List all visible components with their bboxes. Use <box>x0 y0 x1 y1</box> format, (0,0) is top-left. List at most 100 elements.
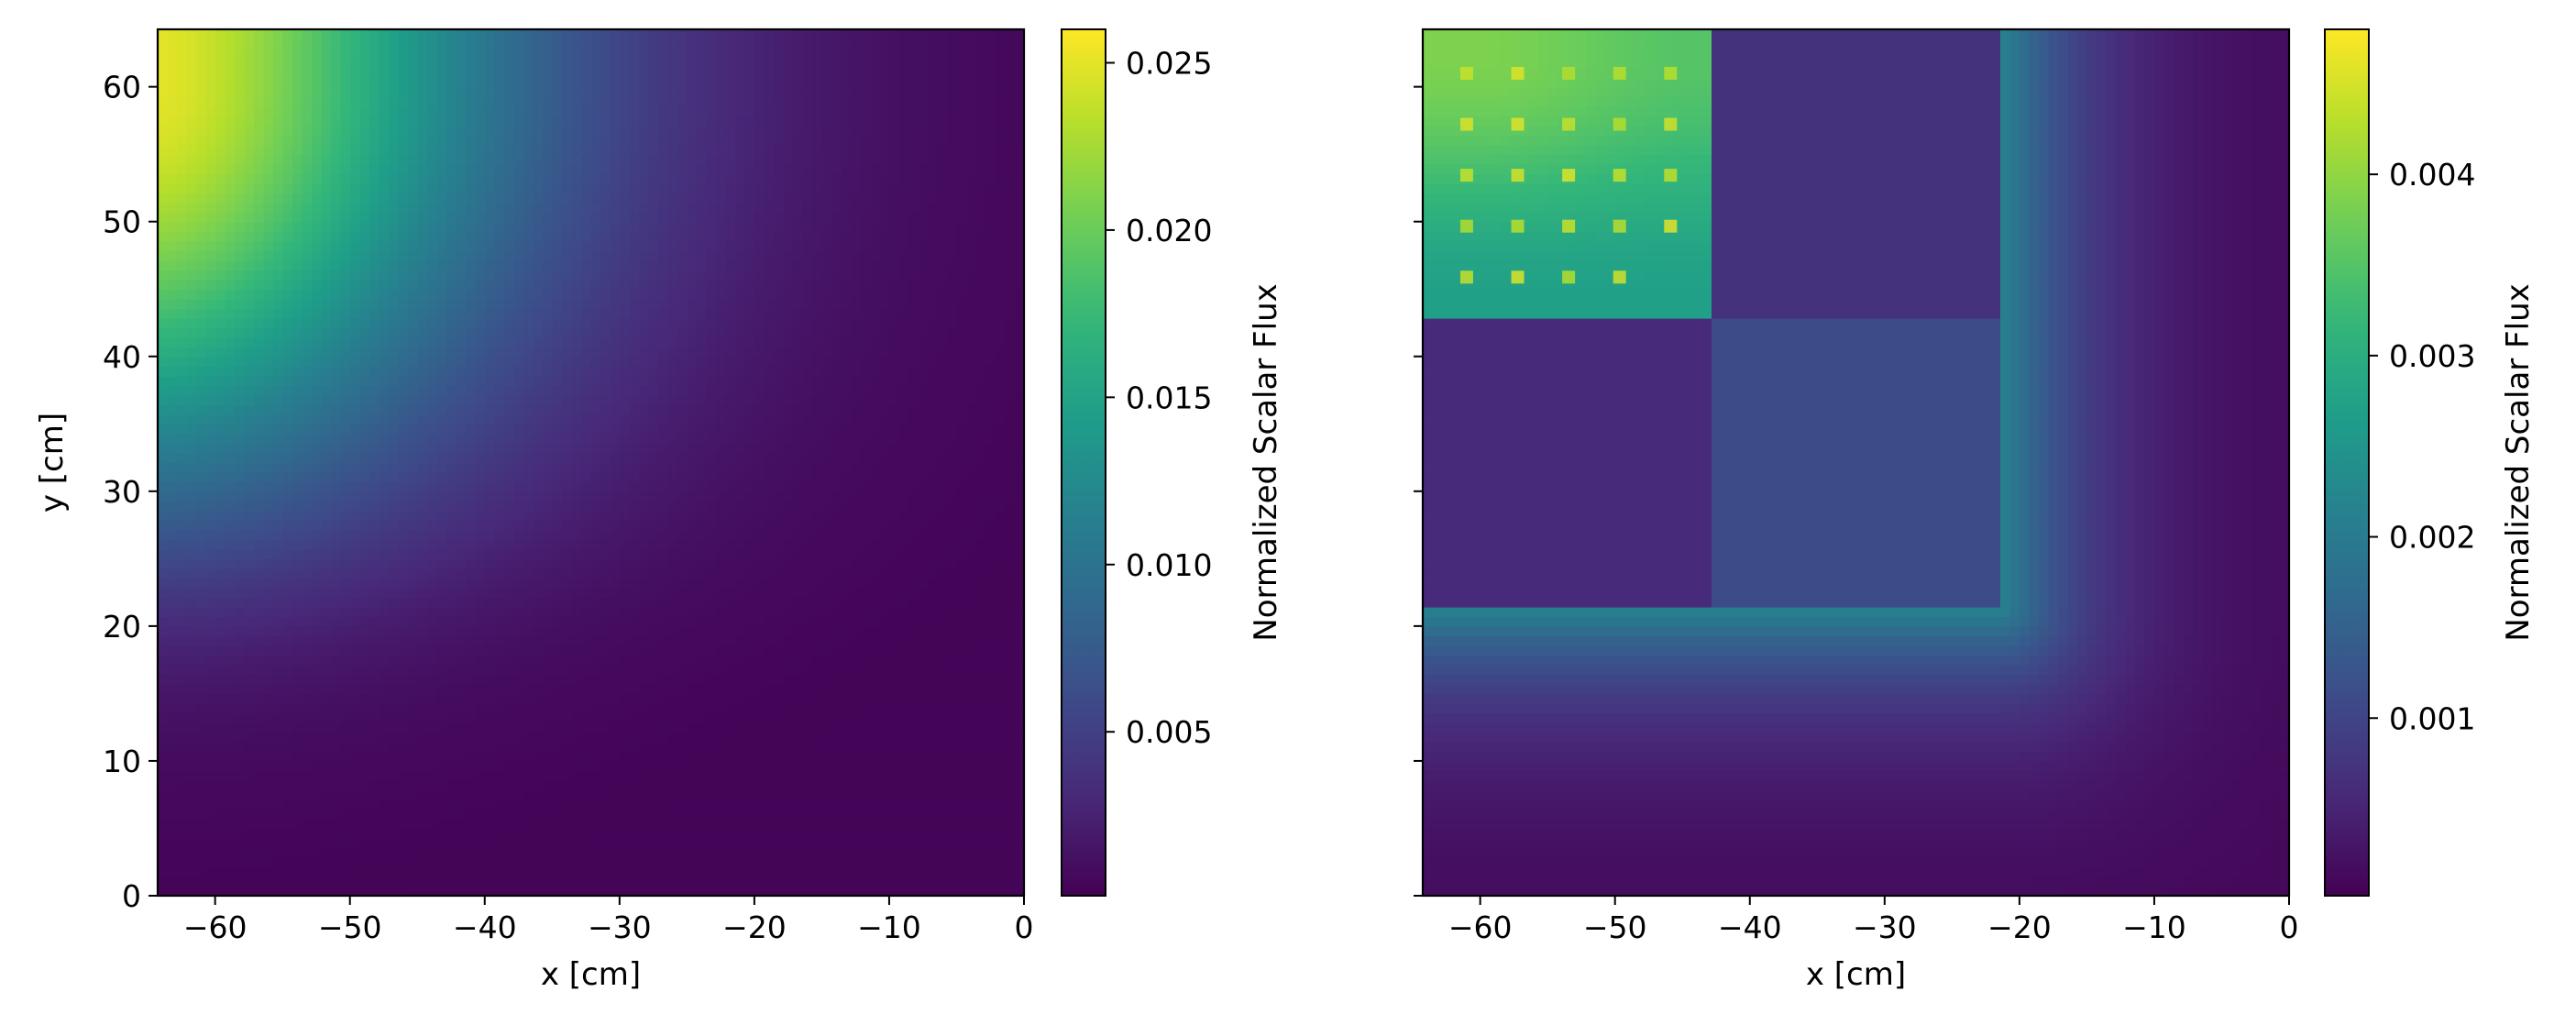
heatmap-cell <box>562 511 572 521</box>
heatmap-cell <box>639 106 649 116</box>
heatmap-cell <box>168 414 178 424</box>
heatmap-cell <box>206 453 216 463</box>
heatmap-cell <box>437 444 447 454</box>
heatmap-cell <box>514 174 524 184</box>
heatmap-cell <box>254 626 264 636</box>
heatmap-cell <box>177 213 187 223</box>
heatmap-cell <box>495 328 505 338</box>
heatmap-cell <box>572 222 582 232</box>
heatmap-cell <box>168 810 178 820</box>
heatmap-cell <box>649 145 659 155</box>
heatmap-cell <box>292 444 303 454</box>
heatmap-cell <box>292 694 303 704</box>
heatmap-cell <box>611 59 621 69</box>
heatmap-cell <box>688 771 698 781</box>
heatmap-cell <box>187 59 197 69</box>
heatmap-cell <box>380 164 390 174</box>
heatmap-cell <box>523 106 534 116</box>
heatmap-cell <box>658 780 668 790</box>
heatmap-cell <box>543 116 553 127</box>
heatmap-cell <box>649 126 659 136</box>
heatmap-cell <box>630 68 640 78</box>
heatmap-cell <box>553 434 563 444</box>
heatmap-cell <box>534 309 544 319</box>
heatmap-cell <box>264 675 274 685</box>
heatmap-cell <box>245 183 255 193</box>
heatmap-cell <box>668 155 678 165</box>
heatmap-cell <box>639 559 649 569</box>
heatmap-cell <box>677 694 688 704</box>
heatmap-cell <box>418 530 428 540</box>
heatmap-cell <box>476 684 486 694</box>
heatmap-cell <box>350 453 360 463</box>
heatmap-cell <box>312 857 322 867</box>
heatmap-cell <box>534 559 544 569</box>
heatmap-cell <box>331 588 341 598</box>
heatmap-cell <box>639 328 649 338</box>
heatmap-cell <box>245 280 255 290</box>
heatmap-cell <box>418 39 428 50</box>
heatmap-cell <box>331 434 341 444</box>
heatmap-cell <box>177 482 187 492</box>
heatmap-cell <box>331 694 341 704</box>
heatmap-cell <box>553 318 563 328</box>
heatmap-cell <box>572 588 582 598</box>
heatmap-cell <box>466 694 476 704</box>
heatmap-cell <box>177 376 187 386</box>
heatmap-cell <box>341 848 351 858</box>
heatmap-cell <box>399 530 409 540</box>
heatmap-cell <box>649 299 659 309</box>
heatmap-cell <box>427 193 437 204</box>
heatmap-cell <box>620 405 630 415</box>
heatmap-cell <box>215 799 226 810</box>
heatmap-cell <box>523 867 534 877</box>
heatmap-cell <box>639 790 649 800</box>
heatmap-cell <box>245 742 255 752</box>
heatmap-cell <box>303 713 313 723</box>
heatmap-cell <box>369 521 380 531</box>
heatmap-cell <box>600 29 611 39</box>
heatmap-cell <box>331 260 341 270</box>
heatmap-cell <box>591 213 601 223</box>
heatmap-cell <box>572 645 582 656</box>
heatmap-cell <box>187 588 197 598</box>
heatmap-cell <box>562 588 572 598</box>
heatmap-cell <box>380 617 390 627</box>
heatmap-cell <box>264 665 274 675</box>
heatmap-cell <box>380 213 390 223</box>
heatmap-cell <box>504 742 514 752</box>
heatmap-cell <box>264 876 274 887</box>
heatmap-cell <box>360 829 370 839</box>
heatmap-cell <box>215 270 226 281</box>
heatmap-cell <box>572 39 582 50</box>
heatmap-cell <box>581 626 591 636</box>
heatmap-cell <box>273 607 283 617</box>
heatmap-cell <box>215 347 226 358</box>
heatmap-cell <box>254 347 264 358</box>
heatmap-cell <box>543 617 553 627</box>
heatmap-cell <box>168 752 178 762</box>
heatmap-cell <box>360 876 370 887</box>
heatmap-cell <box>206 733 216 743</box>
heatmap-cell <box>534 617 544 627</box>
heatmap-cell <box>408 819 418 829</box>
heatmap-cell <box>292 780 303 790</box>
heatmap-cell <box>158 183 168 193</box>
heatmap-cell <box>639 799 649 810</box>
heatmap-cell <box>504 49 514 59</box>
heatmap-cell <box>303 424 313 435</box>
heatmap-cell <box>235 174 245 184</box>
heatmap-cell <box>553 203 563 213</box>
heatmap-cell <box>206 568 216 579</box>
heatmap-cell <box>254 318 264 328</box>
heatmap-cell <box>649 260 659 270</box>
heatmap-cell <box>389 222 399 232</box>
heatmap-cell <box>677 136 688 146</box>
heatmap-cell <box>408 636 418 646</box>
heatmap-cell <box>437 617 447 627</box>
heatmap-cell <box>611 155 621 165</box>
heatmap-cell <box>264 838 274 848</box>
heatmap-cell <box>226 414 236 424</box>
heatmap-cell <box>226 780 236 790</box>
heatmap-cell <box>658 136 668 146</box>
